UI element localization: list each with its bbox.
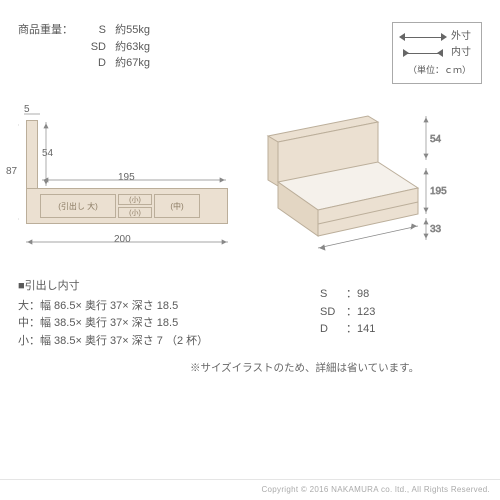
width-spec-block: S：98 SD：123 D：141	[320, 286, 382, 339]
drawer-small-2: (小)	[118, 207, 152, 218]
drawer-spec-row: 中：幅 38.5× 奥行 37× 深さ 18.5	[18, 315, 208, 333]
isometric-view: 54 195 33	[248, 96, 448, 266]
divider-line	[0, 479, 500, 480]
weight-value: 約55kg	[106, 22, 150, 39]
drawer-spec-header: ■引出し内寸	[18, 278, 208, 296]
drawer-spec-row: 小：幅 38.5× 奥行 37× 深さ 7 （2 杯）	[18, 333, 208, 351]
width-val: ：98	[346, 286, 382, 304]
drawer-spec-block: ■引出し内寸 大：幅 86.5× 奥行 37× 深さ 18.5 中：幅 38.5…	[18, 278, 208, 350]
legend-unit: （単位：ｃｍ）	[403, 63, 471, 77]
weight-size: S	[78, 22, 106, 39]
svg-text:195: 195	[430, 186, 447, 197]
legend-box: 外寸 内寸 （単位：ｃｍ）	[392, 22, 482, 84]
dim-head-thick: 5	[24, 104, 30, 115]
weight-value: 約67kg	[106, 55, 150, 72]
iso-svg: 54 195 33	[248, 96, 448, 276]
width-size: S	[320, 286, 346, 304]
footnote: ※サイズイラストのため、詳細は省いています。	[190, 360, 419, 375]
copyright-text: Copyright © 2016 NAKAMURA co. ltd., All …	[261, 485, 490, 494]
weight-value: 約63kg	[106, 39, 150, 56]
drawer-spec-row: 大：幅 86.5× 奥行 37× 深さ 18.5	[18, 298, 208, 316]
side-elevation: (引出し 大) (小) (小) (中) 87 54 5 195 200	[18, 110, 228, 250]
dim-height-inner: 54	[42, 148, 53, 159]
width-val: ：123	[346, 304, 382, 322]
svg-text:33: 33	[430, 224, 442, 235]
dim-total-len: 200	[114, 234, 131, 245]
arrow-outer-icon	[403, 33, 443, 41]
dim-base-len: 195	[118, 172, 135, 183]
legend-outer-label: 外寸	[451, 29, 471, 45]
weight-size: D	[78, 55, 106, 72]
width-size: D	[320, 321, 346, 339]
dim-height-total: 87	[6, 166, 17, 177]
drawer-large: (引出し 大)	[40, 194, 116, 218]
diagram-canvas: 商品重量： S 約55kg SD 約63kg D 約67kg 外寸 内寸 （単位…	[0, 0, 500, 500]
weight-block: 商品重量： S 約55kg SD 約63kg D 約67kg	[18, 22, 150, 72]
drawer-medium: (中)	[154, 194, 200, 218]
width-val: ：141	[346, 321, 382, 339]
width-size: SD	[320, 304, 346, 322]
svg-text:54: 54	[430, 134, 442, 145]
drawer-small-1: (小)	[118, 194, 152, 205]
weight-size: SD	[78, 39, 106, 56]
legend-inner-label: 内寸	[451, 45, 471, 61]
arrow-inner-icon	[403, 49, 443, 57]
weight-label: 商品重量：	[18, 22, 78, 39]
